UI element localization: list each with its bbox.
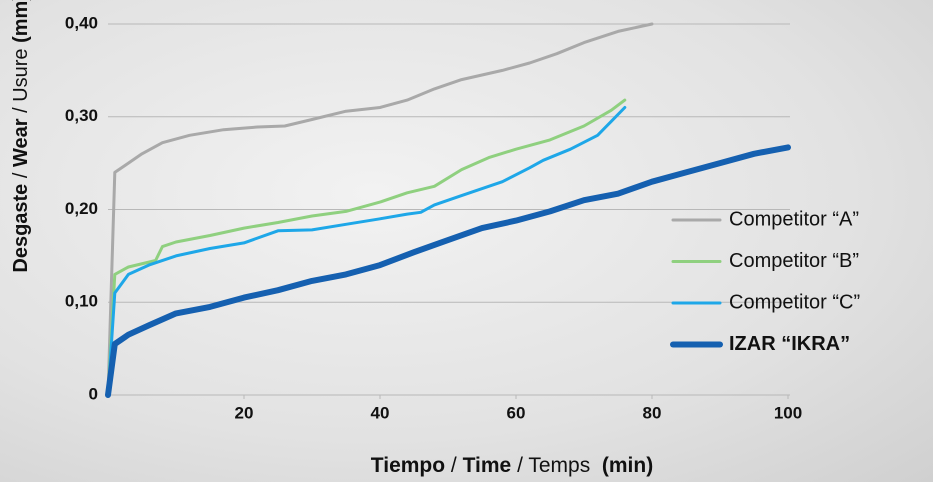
- x-tick-label: 100: [774, 403, 802, 422]
- x-tick-label: 80: [643, 403, 662, 422]
- x-label-part: Time: [463, 454, 512, 477]
- series-line: [106, 98, 627, 397]
- legend-label: Competitor “B”: [729, 250, 859, 272]
- legend-label: Competitor “A”: [729, 208, 859, 230]
- y-tick-label: 0,10: [65, 292, 98, 311]
- y-axis-label: Desgaste / Wear / Usure (mm): [10, 0, 32, 273]
- y-label-part: Wear: [10, 118, 32, 167]
- series-line: [106, 22, 654, 397]
- x-label-part: (min): [602, 454, 653, 477]
- series-line: [106, 106, 627, 397]
- legend-label: IZAR “IKRA”: [729, 333, 850, 355]
- x-label-part: /: [445, 454, 463, 477]
- y-label-part: / Usure: [10, 43, 32, 119]
- x-tick-label: 60: [507, 403, 526, 422]
- y-tick-label: 0,20: [65, 199, 98, 218]
- x-tick-label: 20: [235, 403, 254, 422]
- y-tick-label: 0: [89, 384, 98, 403]
- x-tick-label: 40: [371, 403, 390, 422]
- y-label-part: /: [10, 167, 32, 184]
- y-tick-label: 0,40: [65, 13, 98, 32]
- series-line: [105, 144, 791, 398]
- legend-label: Competitor “C”: [729, 291, 860, 313]
- x-label-part: / Temps: [511, 454, 602, 477]
- x-label-part: Tiempo: [371, 454, 445, 477]
- y-label-part: Desgaste: [10, 184, 32, 273]
- x-axis-label: Tiempo / Time / Temps (min): [371, 454, 653, 477]
- y-tick-label: 0,30: [65, 106, 98, 125]
- y-label-part: (mm): [10, 0, 32, 43]
